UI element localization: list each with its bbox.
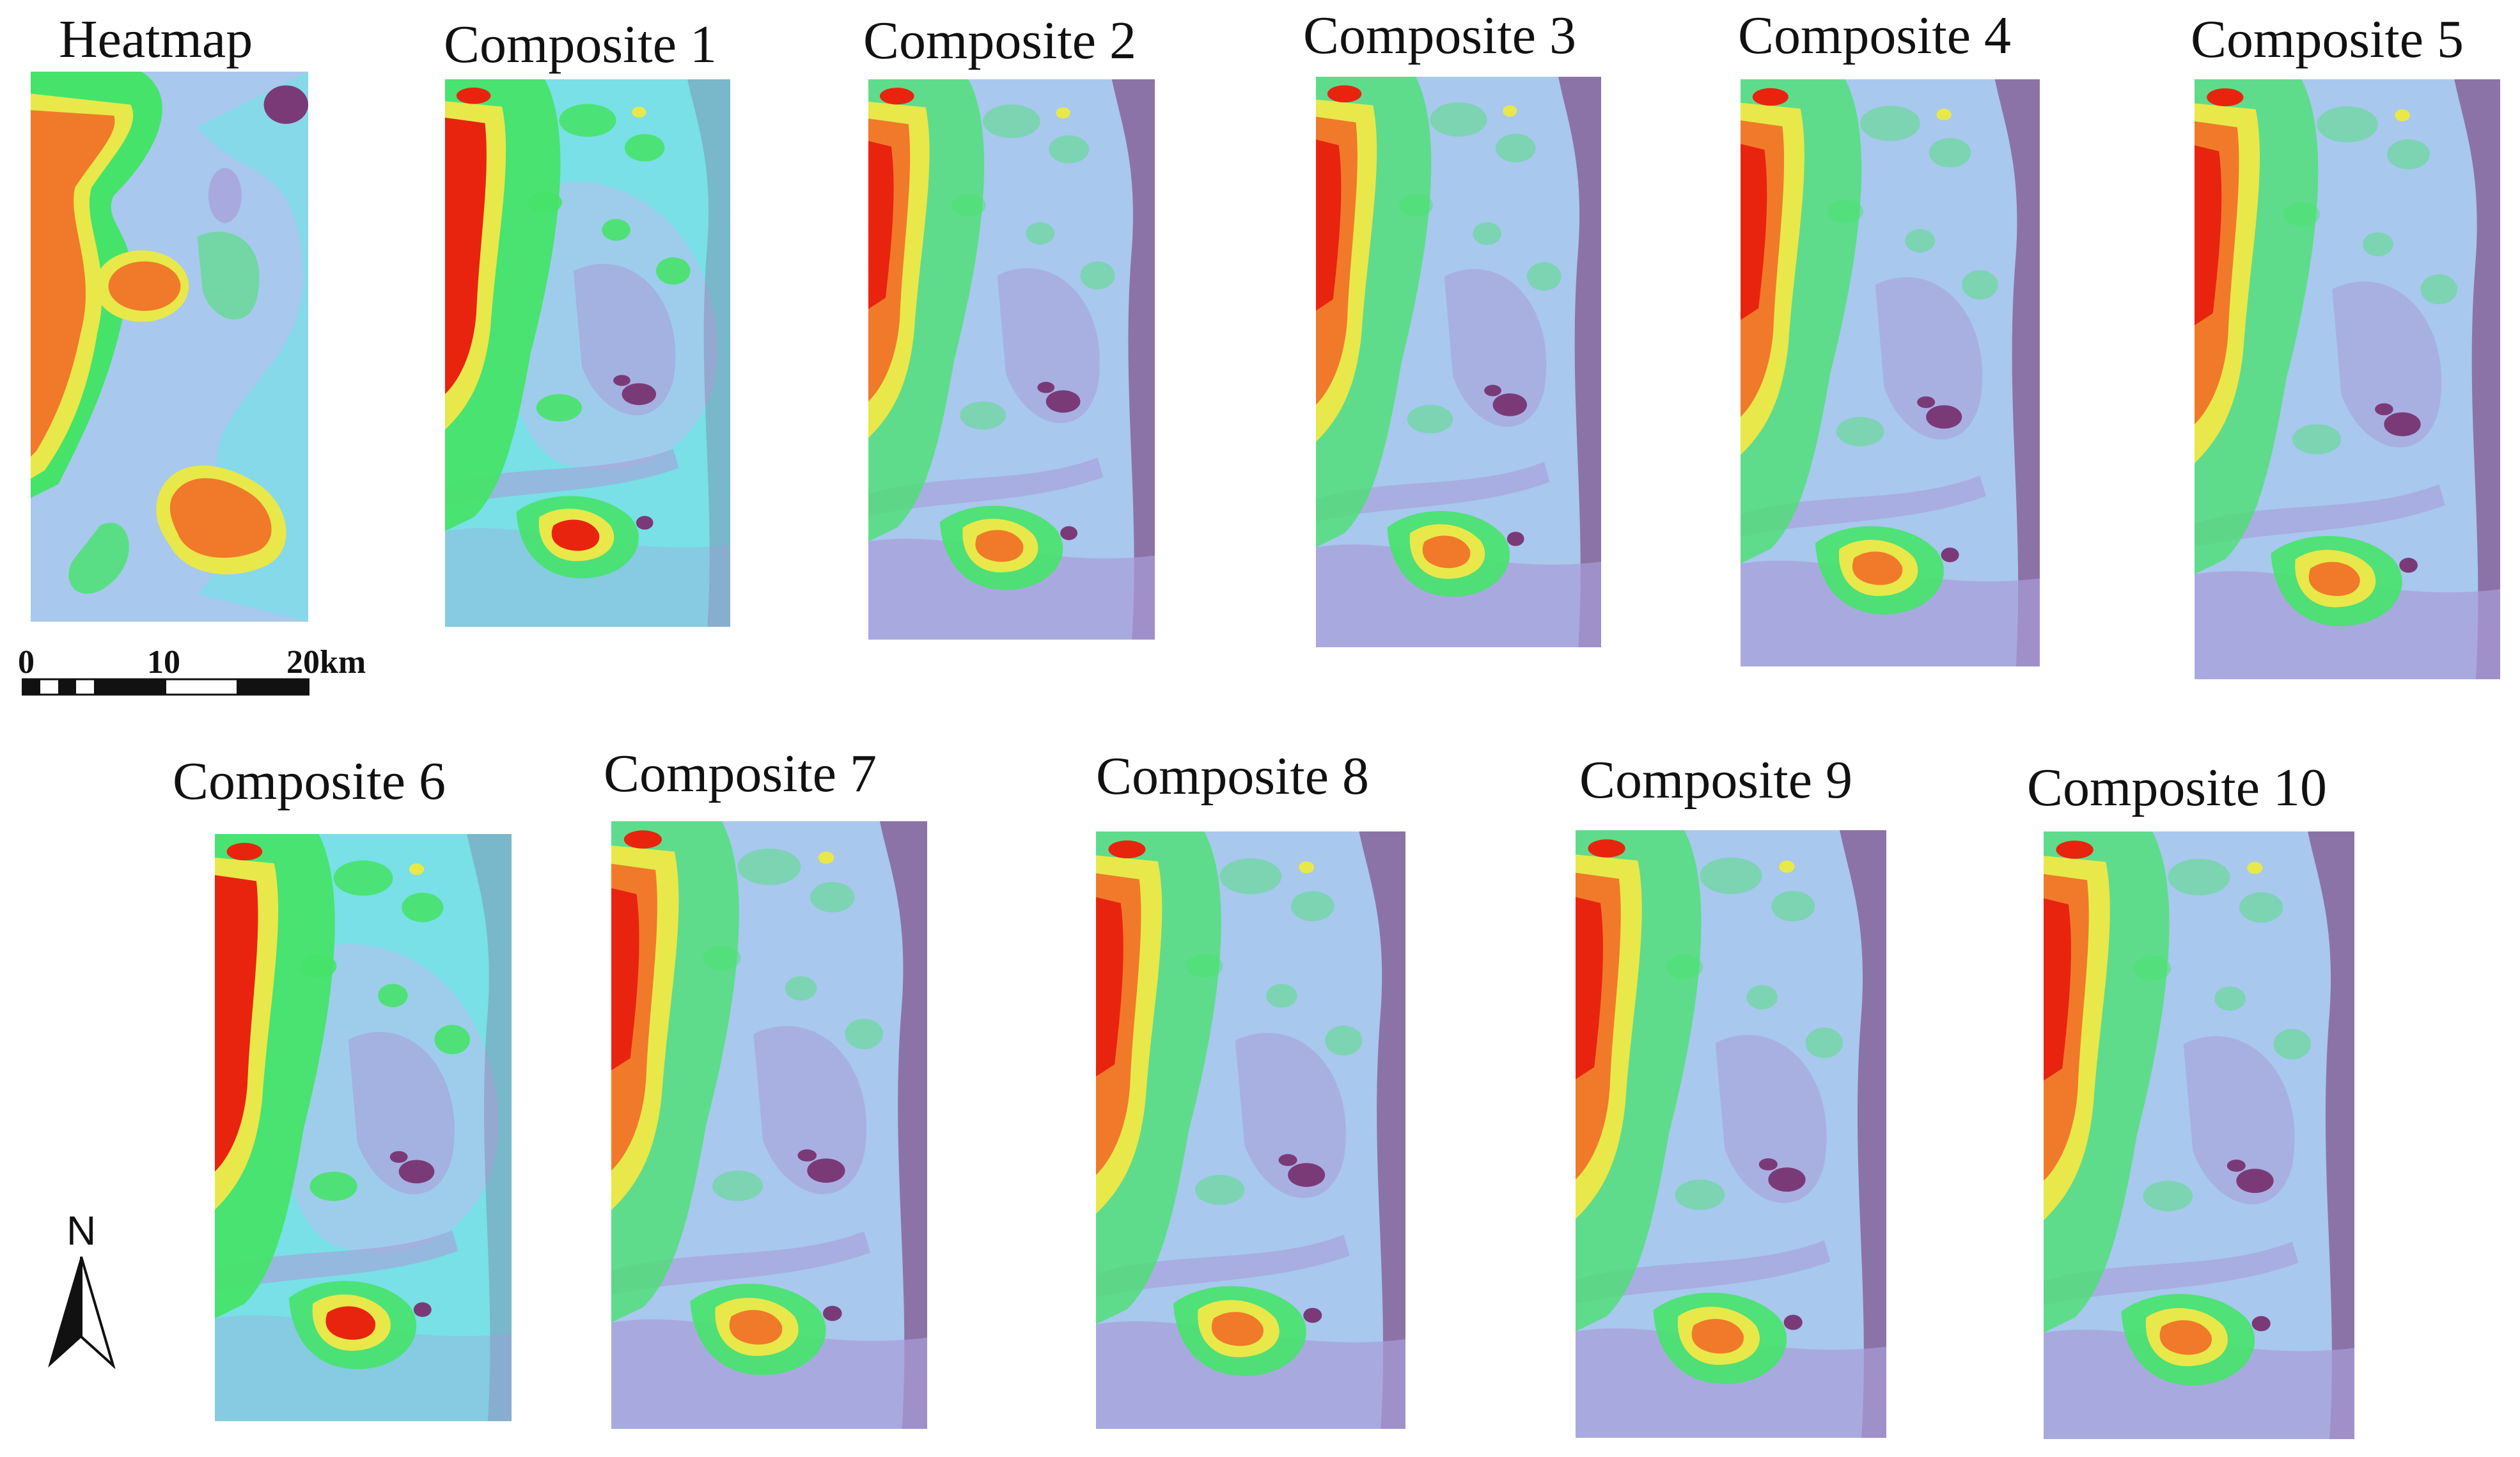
scale-label-20km: 20km (286, 644, 366, 681)
composite-8-map (1096, 831, 1405, 1429)
composite-5-map (2195, 79, 2500, 679)
panel-title-composite-8: Composite 8 (1096, 746, 1370, 806)
panel-title-composite-2: Composite 2 (863, 11, 1137, 70)
panel-title-composite-3: Composite 3 (1303, 6, 1577, 65)
north-label: N (67, 1208, 97, 1254)
scale-label-10: 10 (147, 644, 180, 681)
composite-6-map (215, 834, 512, 1421)
composite-9-map (1576, 830, 1886, 1438)
north-arrow-icon (48, 1256, 116, 1369)
composite-4-map (1741, 79, 2040, 666)
panel-title-composite-7: Composite 7 (604, 744, 877, 803)
panel-title-heatmap: Heatmap (59, 10, 253, 69)
composite-2-map (868, 79, 1155, 640)
scale-bar-graphic (22, 678, 309, 696)
panel-title-composite-10: Composite 10 (2027, 758, 2328, 817)
panel-title-composite-1: Composite 1 (444, 15, 717, 74)
composite-10-map (2044, 831, 2354, 1439)
panel-title-composite-9: Composite 9 (1579, 750, 1853, 810)
panel-title-composite-6: Composite 6 (173, 752, 446, 811)
composite-3-map (1316, 77, 1601, 647)
composite-7-map (611, 821, 927, 1429)
heatmap-map (31, 72, 308, 622)
composite-1-map (445, 79, 730, 627)
panel-title-composite-5: Composite 5 (2191, 10, 2464, 69)
panel-title-composite-4: Composite 4 (1738, 6, 2012, 65)
scale-label-0: 0 (18, 644, 35, 681)
